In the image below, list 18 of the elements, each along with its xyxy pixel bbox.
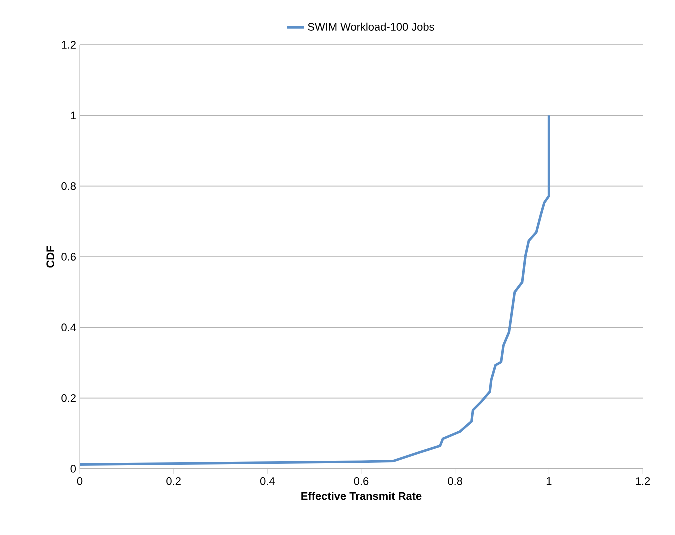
x-tick-label: 0.2 [166,478,181,486]
legend-label: SWIM Workload-100 Jobs [308,22,434,31]
y-tick-label: 1 [71,112,76,120]
line-series [80,114,550,466]
y-tick-label: 0.2 [62,394,76,402]
x-tick-label: 0.8 [448,478,462,486]
x-tick-label: 0 [77,478,83,486]
x-tick-label: 0.6 [354,478,369,486]
y-tick-label: 0 [70,465,76,473]
y-axis-title: CDF [46,246,54,268]
y-tick-label: 0.8 [62,182,76,190]
y-tick-label: 1.2 [62,41,76,49]
x-axis-title: Effective Transmit Rate [302,492,422,500]
x-tick-label: 1.2 [636,478,650,486]
y-tick-label: 0.6 [62,253,76,261]
x-tick-label: 0.4 [260,478,275,486]
x-tick-label: 1 [546,478,552,486]
y-tick-label: 0.4 [62,324,76,332]
